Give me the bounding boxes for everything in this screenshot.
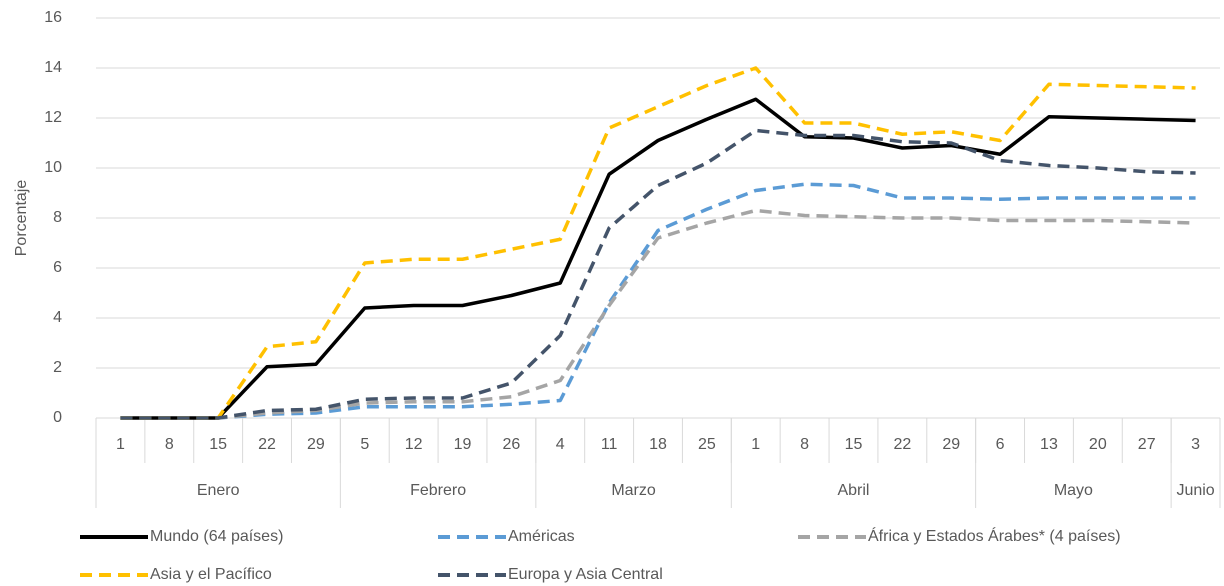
x-tick-label: 12: [405, 436, 423, 453]
x-tick-label: 22: [258, 436, 276, 453]
group-label: Febrero: [410, 482, 466, 499]
group-label: Abril: [837, 482, 869, 499]
y-tick-label: 6: [53, 259, 62, 276]
x-tick-label: 13: [1040, 436, 1058, 453]
x-tick-label: 22: [893, 436, 911, 453]
x-tick-label: 15: [209, 436, 227, 453]
y-tick-label: 4: [53, 309, 62, 326]
x-tick-label: 19: [454, 436, 472, 453]
series-line: [120, 128, 1196, 420]
x-tick-label: 3: [1191, 436, 1200, 453]
legend-label: Américas: [508, 528, 575, 545]
x-tick-label: 1: [751, 436, 760, 453]
legend-label: Asia y el Pacífico: [150, 566, 272, 583]
group-label: Junio: [1176, 482, 1214, 499]
x-tick-label: 27: [1138, 436, 1156, 453]
x-tick-label: 26: [502, 436, 520, 453]
x-tick-label: 6: [996, 436, 1005, 453]
y-tick-label: 14: [44, 59, 62, 76]
y-tick-label: 8: [53, 209, 62, 226]
x-tick-label: 4: [556, 436, 565, 453]
x-tick-label: 20: [1089, 436, 1107, 453]
group-label: Mayo: [1054, 482, 1093, 499]
y-tick-label: 12: [44, 109, 62, 126]
group-label: Enero: [197, 482, 240, 499]
y-axis-label: Porcentaje: [13, 180, 30, 257]
legend-label: Mundo (64 países): [150, 528, 283, 545]
y-tick-label: 10: [44, 159, 62, 176]
series-line: [120, 182, 1196, 420]
x-tick-label: 18: [649, 436, 667, 453]
x-tick-label: 15: [845, 436, 863, 453]
x-tick-label: 1: [116, 436, 125, 453]
x-tick-label: 8: [800, 436, 809, 453]
series-line: [120, 97, 1196, 420]
y-tick-label: 16: [44, 9, 62, 26]
x-tick-label: 11: [601, 436, 618, 453]
x-tick-label: 29: [307, 436, 325, 453]
series-line: [120, 208, 1196, 420]
legend-label: África y Estados Árabes* (4 países): [868, 526, 1121, 545]
legend-label: Europa y Asia Central: [508, 566, 663, 583]
y-tick-label: 2: [53, 359, 62, 376]
x-tick-label: 29: [942, 436, 960, 453]
x-tick-label: 5: [360, 436, 369, 453]
group-label: Marzo: [611, 482, 656, 499]
x-tick-label: 8: [165, 436, 174, 453]
x-tick-label: 25: [698, 436, 716, 453]
series-line: [120, 66, 1196, 420]
y-tick-label: 0: [53, 409, 62, 426]
